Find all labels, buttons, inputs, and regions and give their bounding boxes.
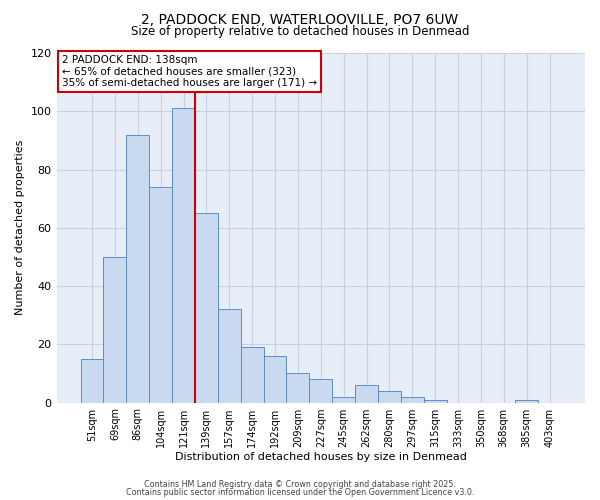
Bar xyxy=(103,257,127,402)
Text: 2 PADDOCK END: 138sqm
← 65% of detached houses are smaller (323)
35% of semi-det: 2 PADDOCK END: 138sqm ← 65% of detached … xyxy=(62,54,317,88)
Text: Size of property relative to detached houses in Denmead: Size of property relative to detached ho… xyxy=(131,25,469,38)
Bar xyxy=(127,134,149,402)
Bar xyxy=(401,397,424,402)
X-axis label: Distribution of detached houses by size in Denmead: Distribution of detached houses by size … xyxy=(175,452,467,462)
Bar xyxy=(310,380,332,402)
Bar xyxy=(355,385,378,402)
Bar xyxy=(286,374,310,402)
Text: 2, PADDOCK END, WATERLOOVILLE, PO7 6UW: 2, PADDOCK END, WATERLOOVILLE, PO7 6UW xyxy=(142,12,458,26)
Text: Contains public sector information licensed under the Open Government Licence v3: Contains public sector information licen… xyxy=(126,488,474,497)
Bar xyxy=(172,108,195,403)
Text: Contains HM Land Registry data © Crown copyright and database right 2025.: Contains HM Land Registry data © Crown c… xyxy=(144,480,456,489)
Y-axis label: Number of detached properties: Number of detached properties xyxy=(15,140,25,316)
Bar xyxy=(218,310,241,402)
Bar xyxy=(263,356,286,403)
Bar xyxy=(195,213,218,402)
Bar xyxy=(424,400,446,402)
Bar xyxy=(80,359,103,403)
Bar xyxy=(378,391,401,402)
Bar xyxy=(515,400,538,402)
Bar xyxy=(332,397,355,402)
Bar xyxy=(149,187,172,402)
Bar xyxy=(241,347,263,403)
